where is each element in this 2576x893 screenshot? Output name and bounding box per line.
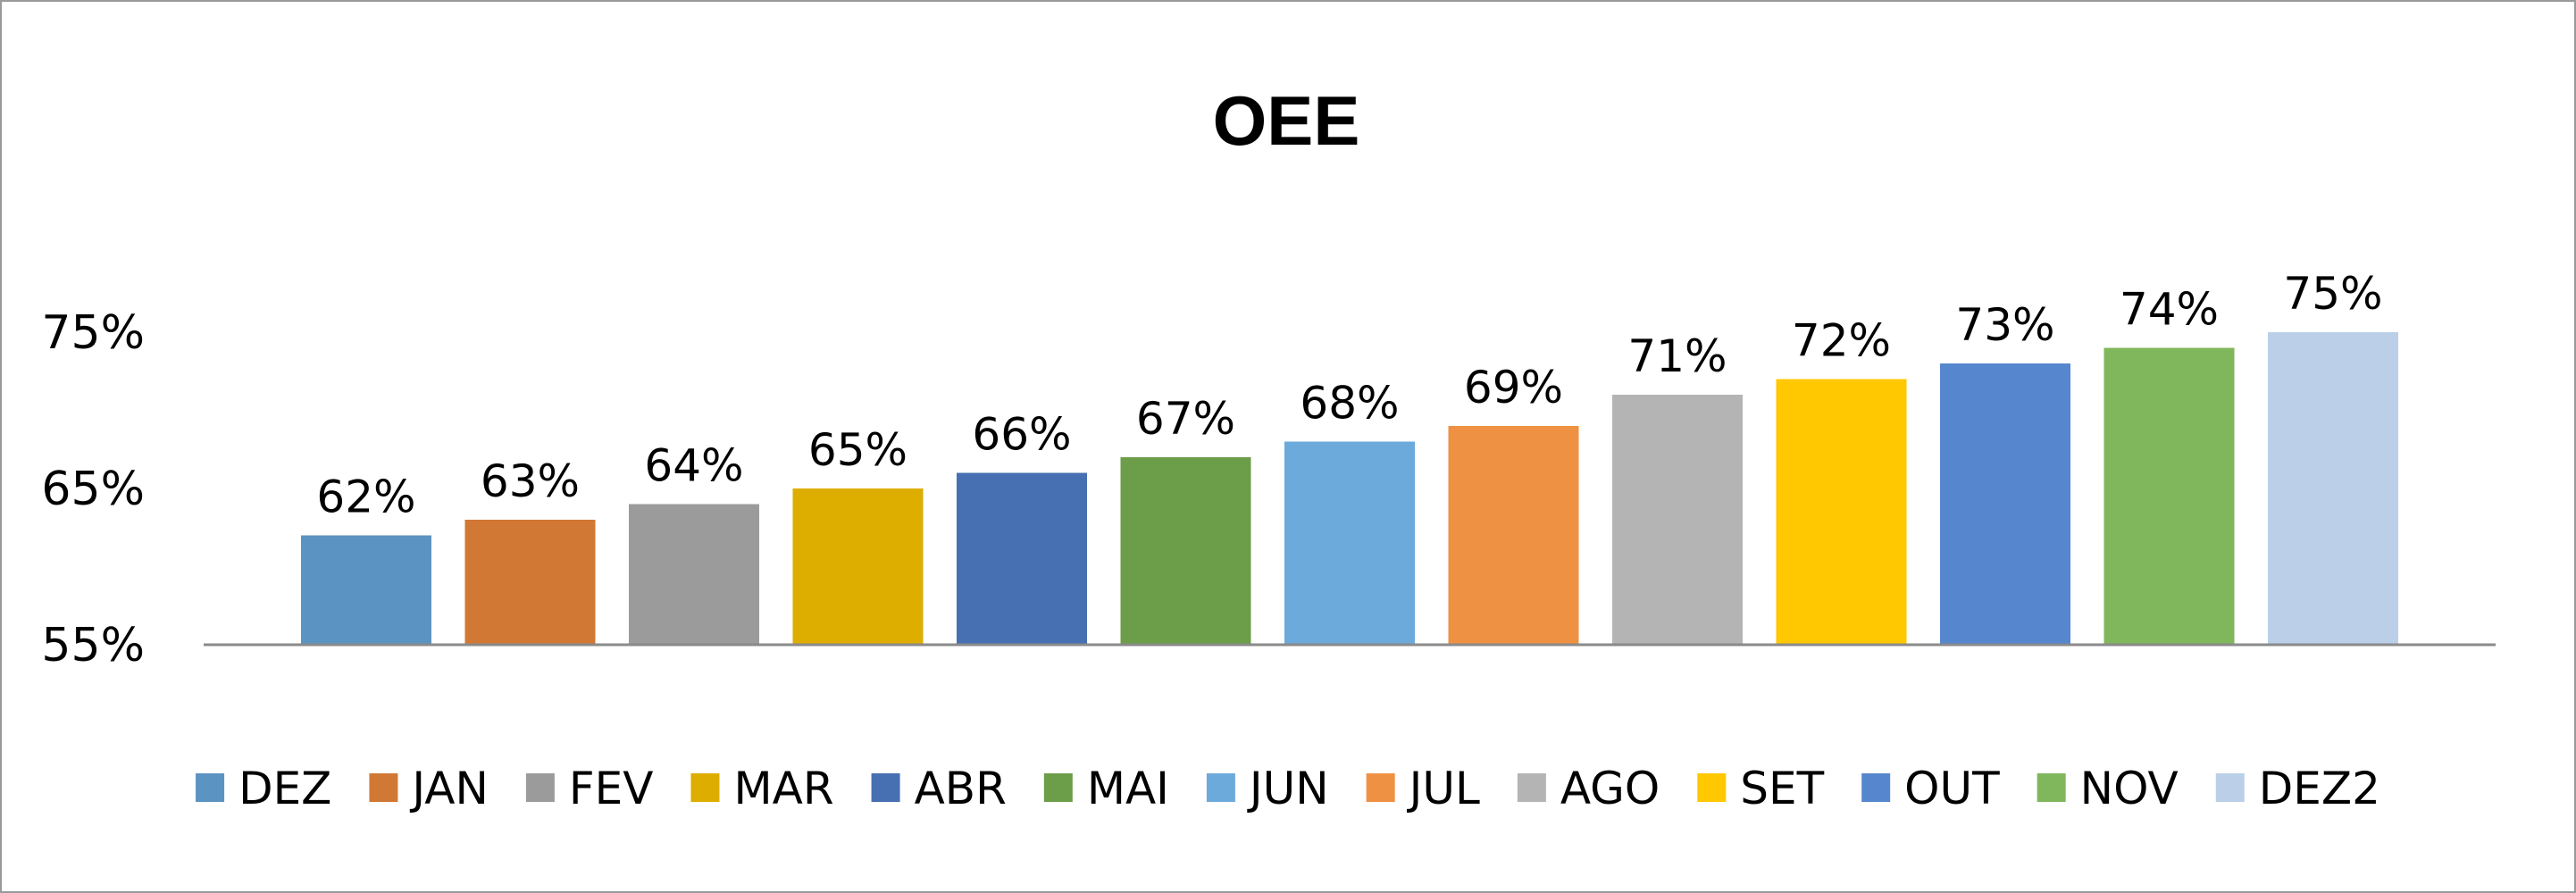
legend-label: SET bbox=[1740, 763, 1824, 814]
bar-ago bbox=[1612, 395, 1743, 645]
legend-label: AGO bbox=[1560, 763, 1660, 814]
bar-out bbox=[1940, 363, 2070, 645]
bar-fev bbox=[629, 504, 759, 645]
chart-title: OEE bbox=[1213, 81, 1360, 160]
legend-item-mar: MAR bbox=[690, 763, 834, 814]
legend-label: MAI bbox=[1087, 763, 1169, 814]
legend-swatch bbox=[2037, 773, 2066, 802]
legend-swatch bbox=[690, 773, 720, 802]
bar-abr bbox=[957, 472, 1087, 645]
legend: DEZ JAN FEV MAR ABR MAI JUN JUL AGO SET OUT NOV DEZ2 bbox=[196, 763, 2380, 814]
legend-label: JUL bbox=[1407, 763, 1480, 814]
legend-swatch bbox=[1366, 773, 1395, 802]
legend-label: FEV bbox=[569, 763, 654, 814]
legend-swatch bbox=[1206, 773, 1235, 802]
bar-dez2 bbox=[2268, 332, 2398, 645]
legend-item-set: SET bbox=[1697, 763, 1825, 814]
legend-item-out: OUT bbox=[1861, 763, 2000, 814]
legend-label: OUT bbox=[1904, 763, 2000, 814]
data-label-jun: 68% bbox=[1300, 378, 1399, 430]
bars-group bbox=[301, 332, 2398, 645]
data-label-dez2: 75% bbox=[2283, 268, 2382, 320]
data-label-out: 73% bbox=[1955, 299, 2054, 351]
data-label-mar: 65% bbox=[808, 424, 907, 476]
legend-item-abr: ABR bbox=[871, 763, 1007, 814]
legend-swatch bbox=[1861, 773, 1891, 802]
legend-swatch bbox=[871, 773, 900, 802]
legend-swatch bbox=[1697, 773, 1727, 802]
data-label-fev: 64% bbox=[644, 440, 743, 492]
legend-label: NOV bbox=[2080, 763, 2179, 814]
legend-item-mai: MAI bbox=[1043, 763, 1169, 814]
legend-item-jun: JUN bbox=[1206, 763, 1329, 814]
data-labels-group: 62% 63% 64% 65% 66% 67% 68% 69% 71% 72% 73% 74% 75% bbox=[316, 268, 2382, 523]
legend-label: JUN bbox=[1247, 763, 1329, 814]
data-label-ago: 71% bbox=[1627, 330, 1727, 382]
legend-item-dez2: DEZ2 bbox=[2215, 763, 2380, 814]
data-label-abr: 66% bbox=[972, 409, 1071, 461]
y-tick-label: 75% bbox=[41, 306, 145, 360]
data-label-nov: 74% bbox=[2120, 284, 2219, 336]
y-tick-label: 65% bbox=[41, 463, 145, 516]
legend-label: JAN bbox=[409, 763, 488, 814]
legend-label: DEZ bbox=[238, 763, 331, 814]
legend-swatch bbox=[1043, 773, 1073, 802]
legend-item-dez: DEZ bbox=[196, 763, 331, 814]
data-label-jan: 63% bbox=[481, 455, 580, 507]
legend-label: ABR bbox=[915, 763, 1007, 814]
legend-item-nov: NOV bbox=[2037, 763, 2179, 814]
bar-jun bbox=[1284, 441, 1415, 645]
data-label-jul: 69% bbox=[1464, 362, 1563, 413]
legend-swatch bbox=[369, 773, 398, 802]
legend-label: DEZ2 bbox=[2259, 763, 2380, 814]
bar-nov bbox=[2103, 347, 2235, 645]
legend-swatch bbox=[1517, 773, 1546, 802]
bar-mar bbox=[792, 488, 924, 645]
legend-item-ago: AGO bbox=[1517, 763, 1660, 814]
bar-set bbox=[1776, 379, 1907, 645]
legend-label: MAR bbox=[733, 763, 833, 814]
data-label-mai: 67% bbox=[1136, 393, 1235, 445]
bar-jul bbox=[1448, 426, 1579, 645]
legend-swatch bbox=[196, 773, 225, 802]
bar-mai bbox=[1120, 457, 1251, 645]
legend-swatch bbox=[525, 773, 555, 802]
y-tick-label: 55% bbox=[41, 619, 145, 672]
data-label-set: 72% bbox=[1792, 315, 1891, 367]
data-label-dez: 62% bbox=[316, 472, 415, 523]
legend-swatch bbox=[2215, 773, 2245, 802]
y-axis-ticks: 75% 65% 55% bbox=[41, 306, 145, 672]
legend-item-fev: FEV bbox=[525, 763, 654, 814]
bar-jan bbox=[464, 520, 596, 645]
bar-dez bbox=[301, 535, 431, 645]
legend-item-jul: JUL bbox=[1366, 763, 1480, 814]
legend-item-jan: JAN bbox=[369, 763, 489, 814]
